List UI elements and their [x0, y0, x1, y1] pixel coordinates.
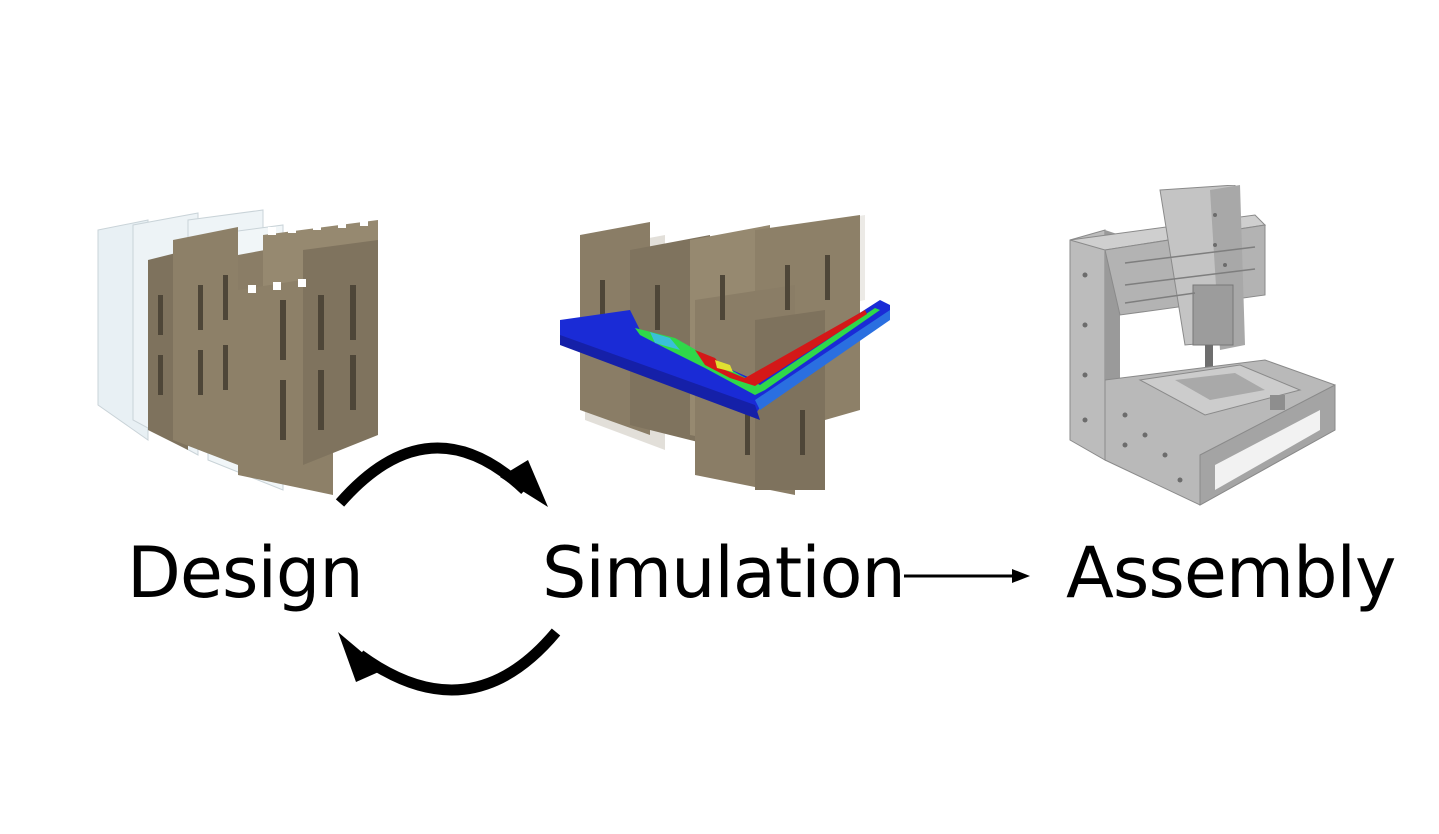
forward-arrowhead-icon — [500, 460, 548, 507]
panel-slots — [158, 275, 356, 440]
cnc-machine-illustration — [1069, 185, 1336, 506]
design-panels-illustration — [97, 209, 378, 495]
machine-bolts — [1082, 213, 1227, 483]
simulation-label: Simulation — [542, 532, 906, 614]
sim-slots — [600, 255, 830, 455]
panel-notches — [248, 218, 368, 293]
heat-slab — [560, 300, 890, 420]
straight-arrowhead-icon — [1012, 569, 1030, 583]
machine-rails — [1124, 246, 1256, 304]
assembly-label: Assembly — [1066, 532, 1396, 614]
machine-frame — [1069, 185, 1336, 506]
design-label: Design — [127, 532, 364, 614]
backward-curved-arrow — [338, 628, 561, 696]
forward-curved-arrow — [335, 442, 548, 507]
backward-arrowhead-icon — [338, 632, 383, 682]
simulation-heatmap-illustration — [560, 215, 890, 495]
straight-arrow — [904, 569, 1030, 583]
